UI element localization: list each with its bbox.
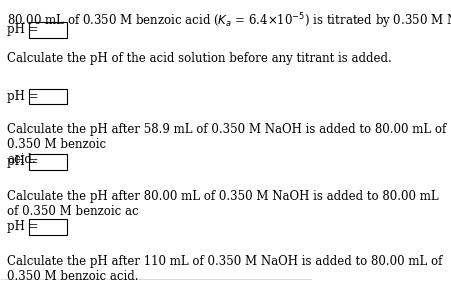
FancyBboxPatch shape [29, 89, 67, 104]
Text: Calculate the pH of the acid solution before any titrant is added.: Calculate the pH of the acid solution be… [7, 52, 392, 65]
FancyBboxPatch shape [29, 22, 67, 38]
Text: Calculate the pH after 58.9 mL of 0.350 M NaOH is added to 80.00 mL of 0.350 M b: Calculate the pH after 58.9 mL of 0.350 … [7, 123, 446, 166]
Text: pH =: pH = [7, 221, 38, 233]
Text: pH =: pH = [7, 155, 38, 168]
FancyBboxPatch shape [29, 154, 67, 170]
FancyBboxPatch shape [29, 219, 67, 235]
Text: pH =: pH = [7, 90, 38, 103]
Text: 80.00 mL of 0.350 M benzoic acid ($\mathit{K}_a$ = 6.4$\times$10$^{-5}$) is titr: 80.00 mL of 0.350 M benzoic acid ($\math… [7, 11, 451, 31]
Text: Calculate the pH after 110 mL of 0.350 M NaOH is added to 80.00 mL of 0.350 M be: Calculate the pH after 110 mL of 0.350 M… [7, 255, 442, 283]
Text: pH =: pH = [7, 23, 38, 36]
Text: Calculate the pH after 80.00 mL of 0.350 M NaOH is added to 80.00 mL of 0.350 M : Calculate the pH after 80.00 mL of 0.350… [7, 190, 439, 218]
